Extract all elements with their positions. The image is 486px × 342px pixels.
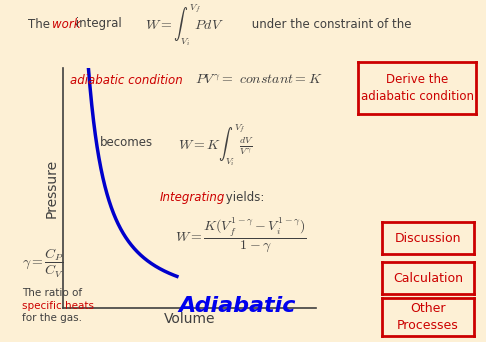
X-axis label: Volume: Volume: [164, 312, 215, 326]
Text: The ratio of: The ratio of: [22, 288, 82, 298]
Text: The: The: [28, 17, 54, 30]
Text: $W = K\int_{V_i}^{V_f}\!\!\frac{dV}{V^{\gamma}}$: $W = K\int_{V_i}^{V_f}\!\!\frac{dV}{V^{\…: [178, 122, 254, 168]
Text: becomes: becomes: [100, 136, 153, 149]
Text: $W = \int_{V_i}^{V_f}\!\!PdV$: $W = \int_{V_i}^{V_f}\!\!PdV$: [145, 2, 224, 48]
Text: under the constraint of the: under the constraint of the: [248, 17, 412, 30]
Text: Integrating: Integrating: [160, 192, 226, 205]
Text: adiabatic condition: adiabatic condition: [70, 74, 183, 87]
Text: Calculation: Calculation: [393, 272, 463, 285]
Text: $\gamma = \dfrac{C_P}{C_V}$: $\gamma = \dfrac{C_P}{C_V}$: [22, 247, 64, 279]
Text: Derive the
adiabatic condition: Derive the adiabatic condition: [361, 73, 473, 103]
Text: work: work: [52, 17, 81, 30]
Text: $W = \dfrac{K(V_f^{1-\gamma} - V_i^{1-\gamma})}{1-\gamma}$: $W = \dfrac{K(V_f^{1-\gamma} - V_i^{1-\g…: [175, 215, 307, 254]
Text: $PV^{\gamma}=\ constant = K$: $PV^{\gamma}=\ constant = K$: [195, 73, 322, 87]
Text: yields:: yields:: [222, 192, 264, 205]
Text: integral: integral: [72, 17, 122, 30]
Text: Discussion: Discussion: [395, 232, 461, 245]
Text: Adiabatic: Adiabatic: [178, 296, 295, 316]
Text: specific heats: specific heats: [22, 301, 94, 311]
Text: for the gas.: for the gas.: [22, 313, 82, 323]
Text: Other
Processes: Other Processes: [397, 302, 459, 332]
Y-axis label: Pressure: Pressure: [45, 159, 59, 218]
